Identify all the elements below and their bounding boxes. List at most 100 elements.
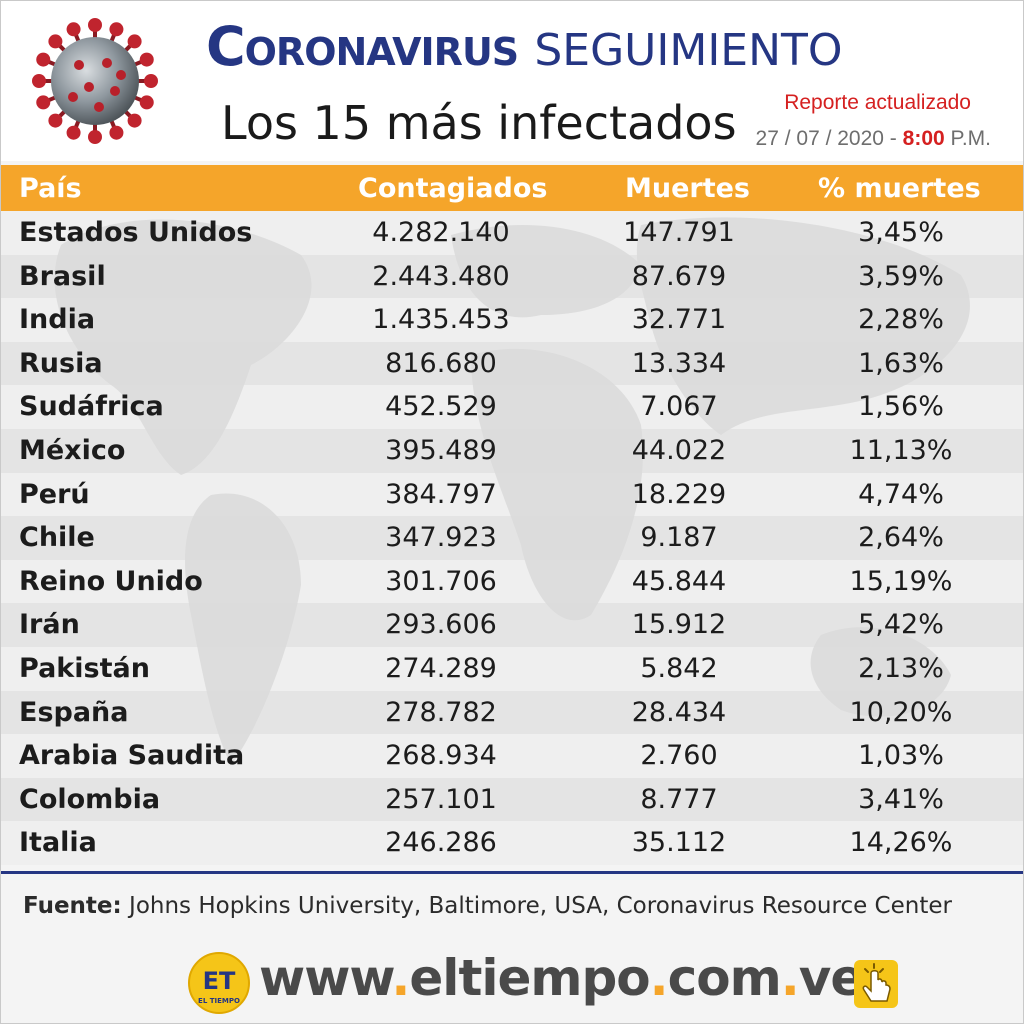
cell-deaths: 44.022 — [631, 434, 727, 466]
header: Coronavirus SEGUIMIENTO Los 15 más infec… — [1, 1, 1023, 161]
cell-country: Reino Unido — [19, 565, 203, 597]
cell-country: Estados Unidos — [19, 217, 253, 248]
column-header-deaths: Muertes — [625, 173, 751, 204]
table-row: Sudáfrica 452.529 7.067 1,56% — [1, 385, 1023, 429]
cell-country: Colombia — [19, 783, 161, 815]
data-table: País Contagiados Muertes % muertes Estad… — [1, 165, 1023, 865]
cell-pct: 3,59% — [858, 260, 944, 292]
cell-country: Italia — [19, 827, 97, 859]
url-dot: . — [780, 949, 800, 1007]
column-header-country: País — [19, 173, 82, 204]
cell-cases: 246.286 — [385, 827, 497, 859]
footer: ET EL TIEMPO www.eltiempo.com.ve — [1, 931, 1023, 1023]
source-line: Fuente: Johns Hopkins University, Baltim… — [23, 893, 952, 919]
cell-pct: 5,42% — [858, 609, 944, 641]
cell-deaths: 18.229 — [631, 478, 727, 510]
cell-deaths: 35.112 — [631, 827, 727, 859]
cell-cases: 452.529 — [385, 391, 497, 423]
cell-country: Pakistán — [19, 652, 150, 684]
report-date: 27 / 07 / 2020 - — [755, 127, 897, 150]
column-header-pct: % muertes — [818, 173, 981, 204]
cell-cases: 257.101 — [385, 783, 497, 815]
el-tiempo-logo-icon[interactable]: ET EL TIEMPO — [187, 951, 251, 1015]
table-row: Arabia Saudita 268.934 2.760 1,03% — [1, 734, 1023, 778]
cell-country: India — [19, 304, 96, 336]
cell-pct: 1,03% — [858, 740, 944, 772]
coronavirus-icon — [32, 18, 158, 144]
title-main: Coronavirus — [206, 15, 519, 78]
cell-pct: 3,41% — [858, 783, 944, 815]
report-date-line: 27 / 07 / 2020 - 8:00 P.M. — [756, 127, 991, 151]
table-row: Chile 347.923 9.187 2,64% — [1, 516, 1023, 560]
table-row: Irán 293.606 15.912 5,42% — [1, 603, 1023, 647]
cell-country: Rusia — [19, 347, 103, 379]
click-hand-icon — [854, 960, 898, 1008]
report-label: Reporte actualizado — [784, 91, 971, 114]
title-sub: SEGUIMIENTO — [534, 25, 843, 76]
report-ampm: P.M. — [950, 127, 991, 150]
cell-deaths: 147.791 — [623, 217, 735, 248]
cell-cases: 274.289 — [385, 652, 497, 684]
table-row: Italia 246.286 35.112 14,26% — [1, 821, 1023, 865]
cell-deaths: 87.679 — [631, 260, 727, 292]
url-part: com — [667, 949, 782, 1007]
cell-deaths: 2.760 — [640, 740, 718, 772]
cell-country: Perú — [19, 478, 90, 510]
logo-text: ET — [203, 967, 236, 995]
cell-pct: 2,13% — [858, 652, 944, 684]
cell-country: Brasil — [19, 260, 106, 292]
cell-pct: 3,45% — [858, 217, 944, 248]
cell-country: Arabia Saudita — [19, 740, 245, 772]
cell-cases: 278.782 — [385, 696, 497, 728]
url-part: eltiempo — [409, 949, 650, 1007]
table-body: Estados Unidos 4.282.140 147.791 3,45% Brasi… — [1, 211, 1023, 865]
page-title: Coronavirus SEGUIMIENTO — [206, 15, 843, 83]
url-part: www — [259, 949, 392, 1007]
cell-pct: 1,63% — [858, 347, 944, 379]
cell-pct: 1,56% — [858, 391, 944, 423]
cell-cases: 384.797 — [385, 478, 497, 510]
cell-cases: 2.443.480 — [372, 260, 510, 292]
cell-country: España — [19, 696, 129, 728]
cell-cases: 301.706 — [385, 565, 497, 597]
cell-country: Chile — [19, 522, 95, 554]
cell-deaths: 45.844 — [631, 565, 727, 597]
cell-cases: 347.923 — [385, 522, 497, 554]
cell-country: México — [19, 434, 126, 466]
cell-pct: 11,13% — [849, 434, 953, 466]
table-row: Reino Unido 301.706 45.844 15,19% — [1, 560, 1023, 604]
cell-country: Sudáfrica — [19, 391, 164, 423]
cell-deaths: 15.912 — [631, 609, 727, 641]
cell-pct: 10,20% — [849, 696, 953, 728]
cell-pct: 15,19% — [849, 565, 953, 597]
cell-deaths: 7.067 — [640, 391, 718, 423]
table-row: Colombia 257.101 8.777 3,41% — [1, 777, 1023, 822]
table-row: Rusia 816.680 13.334 1,63% — [1, 341, 1023, 386]
url-dot: . — [391, 949, 410, 1007]
subtitle: Los 15 más infectados — [221, 96, 737, 150]
url-part: ve — [798, 949, 865, 1007]
cell-deaths: 5.842 — [640, 652, 718, 684]
source-label: Fuente: — [23, 893, 122, 919]
table-row: Brasil 2.443.480 87.679 3,59% — [1, 254, 1023, 299]
cell-pct: 2,64% — [858, 522, 944, 554]
cell-deaths: 9.187 — [640, 522, 718, 554]
divider — [1, 871, 1023, 874]
website-link[interactable]: www.eltiempo.com.ve — [259, 949, 865, 1007]
cell-pct: 2,28% — [858, 304, 944, 336]
cell-pct: 4,74% — [858, 478, 944, 510]
cell-cases: 4.282.140 — [372, 217, 510, 248]
cell-cases: 395.489 — [385, 434, 497, 466]
report-time: 8:00 — [902, 127, 945, 150]
cell-pct: 14,26% — [849, 827, 953, 859]
cell-deaths: 32.771 — [631, 304, 727, 336]
table-header: País Contagiados Muertes % muertes — [1, 165, 1023, 211]
column-header-cases: Contagiados — [358, 173, 548, 204]
source-text: Johns Hopkins University, Baltimore, USA… — [129, 893, 952, 919]
table-row: España 278.782 28.434 10,20% — [1, 690, 1023, 735]
cell-cases: 1.435.453 — [372, 304, 510, 336]
table-row: Estados Unidos 4.282.140 147.791 3,45% — [1, 211, 1023, 255]
url-dot: . — [649, 949, 669, 1007]
cell-deaths: 13.334 — [631, 347, 727, 379]
